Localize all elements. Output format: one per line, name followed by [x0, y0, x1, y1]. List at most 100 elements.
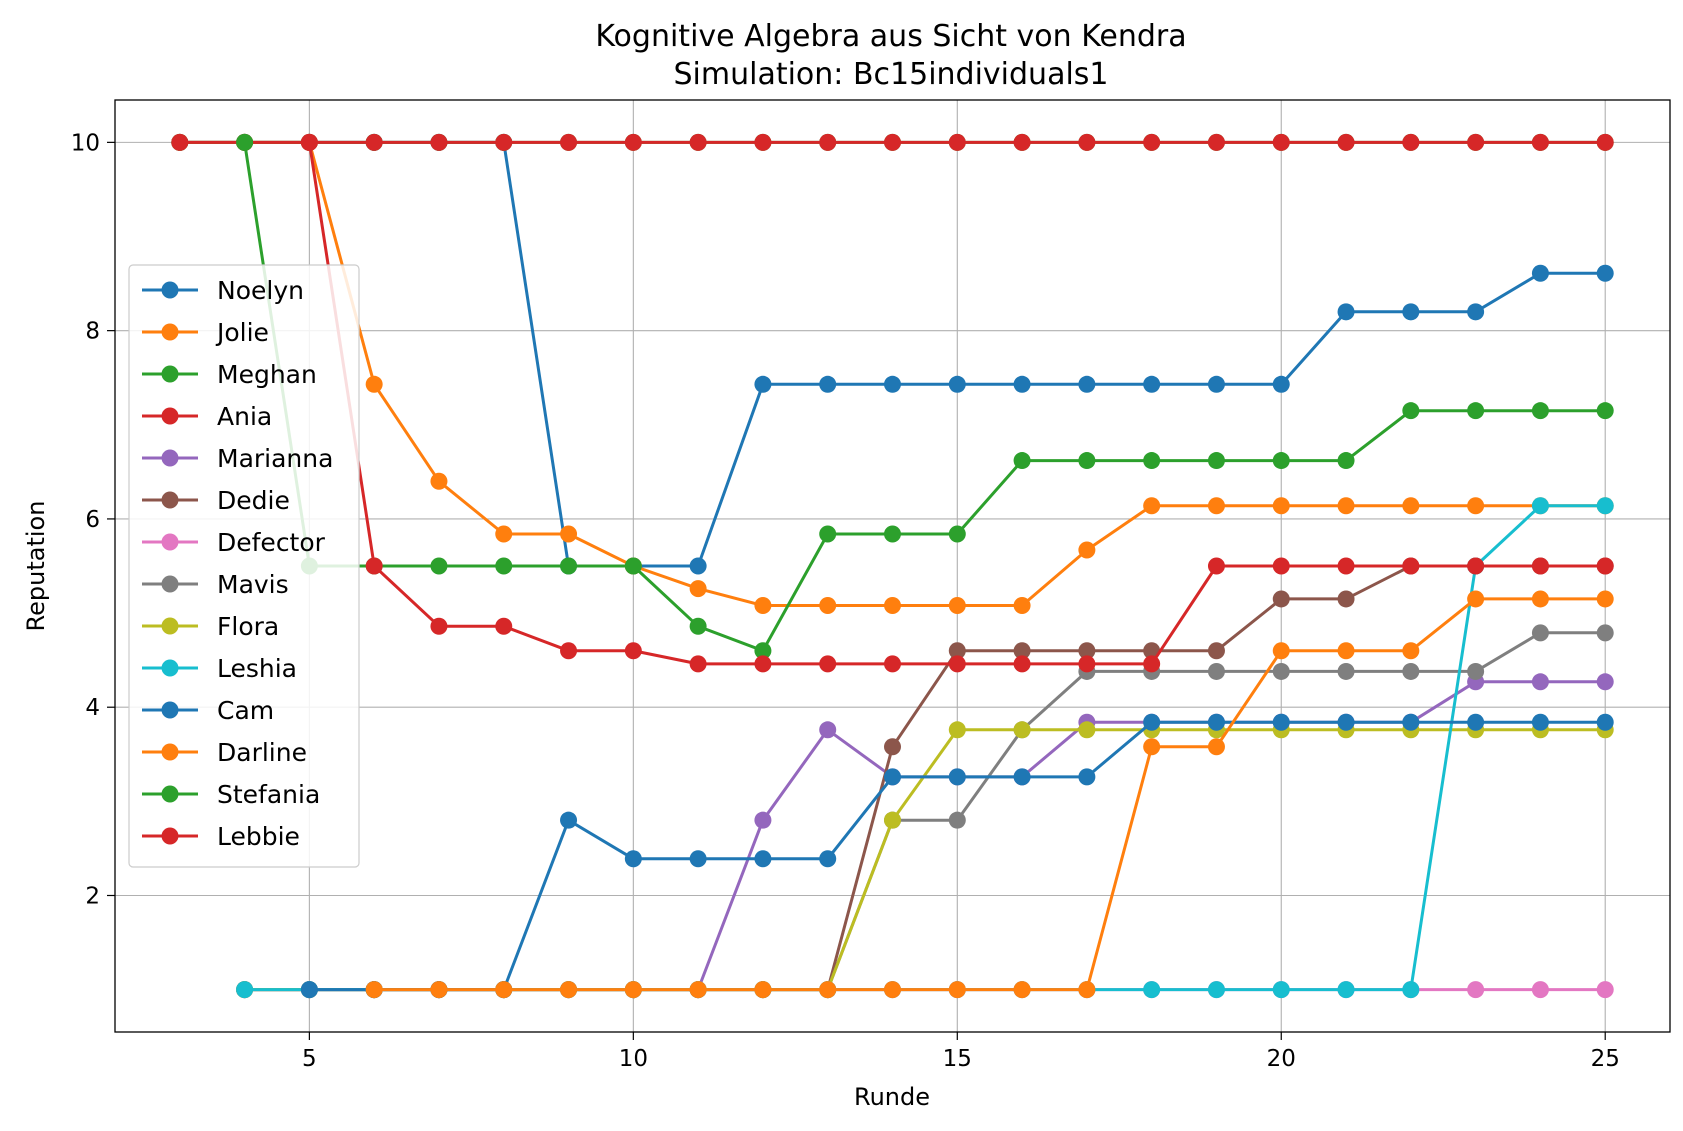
y-tick-label: 10 — [71, 130, 100, 156]
data-point-darline — [1402, 642, 1420, 660]
data-point-darline — [1337, 642, 1355, 660]
y-tick-label: 8 — [85, 319, 100, 345]
data-point-lebbie — [1143, 655, 1161, 673]
data-point-ania — [1013, 133, 1031, 151]
data-point-lebbie — [1467, 557, 1485, 575]
data-point-cam — [1272, 713, 1290, 731]
data-point-cam — [1467, 713, 1485, 731]
data-point-stefania — [1402, 402, 1420, 420]
legend-item: Defector — [142, 528, 326, 557]
data-point-lebbie — [1596, 557, 1614, 575]
data-point-ania — [1596, 133, 1614, 151]
data-point-jolie — [1013, 597, 1031, 615]
legend-item: Dedie — [142, 486, 290, 515]
data-point-stefania — [1207, 452, 1225, 470]
data-point-jolie — [1402, 497, 1420, 515]
data-point-jolie — [754, 597, 772, 615]
data-point-darline — [1143, 738, 1161, 756]
data-point-lebbie — [560, 642, 578, 660]
x-tick-label: 5 — [302, 1046, 317, 1072]
data-point-darline — [1272, 642, 1290, 660]
data-point-dedie — [1013, 642, 1031, 660]
data-point-marianna — [1596, 673, 1614, 691]
data-point-cam — [1402, 713, 1420, 731]
legend-item: Noelyn — [142, 276, 304, 305]
x-axis-label: Runde — [854, 1083, 930, 1111]
data-point-leshia — [1272, 981, 1290, 999]
data-point-stefania — [689, 617, 707, 635]
data-point-jolie — [1207, 497, 1225, 515]
data-point-darline — [1207, 738, 1225, 756]
data-point-leshia — [1207, 981, 1225, 999]
data-point-jolie — [689, 580, 707, 598]
data-point-lebbie — [624, 642, 642, 660]
data-point-cam — [560, 811, 578, 829]
series-line-darline — [374, 597, 1606, 992]
data-point-cam — [819, 850, 837, 868]
data-point-flora — [1078, 721, 1096, 739]
legend-label: Darline — [217, 738, 307, 767]
data-point-ania — [754, 133, 772, 151]
data-point-darline — [1596, 590, 1614, 608]
data-point-darline — [1078, 981, 1096, 999]
data-point-stefania — [884, 525, 901, 543]
data-point-darline — [1467, 590, 1485, 608]
data-point-cam — [1596, 713, 1614, 731]
legend-marker — [161, 785, 179, 803]
x-tick-label: 20 — [1267, 1046, 1296, 1072]
series-lebbie — [300, 133, 1614, 673]
data-point-cam — [624, 850, 642, 868]
plot-frame — [114, 99, 1671, 1033]
data-point-lebbie — [1337, 557, 1355, 575]
data-point-darline — [430, 981, 448, 999]
data-point-cam — [1078, 768, 1096, 786]
data-point-leshia — [1531, 497, 1549, 515]
data-point-dedie — [1078, 642, 1096, 660]
data-point-stefania — [754, 642, 772, 660]
legend-item: Ania — [142, 402, 272, 431]
data-point-stefania — [1078, 452, 1096, 470]
data-point-leshia — [1402, 981, 1420, 999]
data-point-jolie — [884, 597, 901, 615]
data-point-lebbie — [819, 655, 837, 673]
data-point-ania — [624, 133, 642, 151]
data-point-defector — [1467, 981, 1485, 999]
data-point-dedie — [1337, 590, 1355, 608]
data-point-mavis — [948, 811, 966, 829]
data-point-stefania — [1596, 402, 1614, 420]
legend-marker — [161, 323, 179, 341]
legend-label: Ania — [217, 402, 272, 431]
data-point-stefania — [560, 557, 578, 575]
data-point-ania — [1337, 133, 1355, 151]
data-point-flora — [1013, 721, 1031, 739]
data-point-ania — [819, 133, 837, 151]
data-point-lebbie — [1207, 557, 1225, 575]
data-point-noelyn — [1143, 375, 1161, 393]
data-point-stefania — [236, 133, 254, 151]
legend-marker — [161, 491, 179, 509]
data-point-mavis — [1272, 662, 1290, 680]
data-point-lebbie — [300, 133, 318, 151]
data-point-jolie — [819, 597, 837, 615]
x-tick-label: 10 — [619, 1046, 648, 1072]
series-darline — [365, 590, 1614, 999]
data-point-ania — [430, 133, 448, 151]
data-point-noelyn — [754, 375, 772, 393]
data-point-darline — [689, 981, 707, 999]
data-point-noelyn — [884, 375, 901, 393]
legend-label: Leshia — [217, 654, 297, 683]
data-point-darline — [884, 981, 901, 999]
legend-label: Defector — [217, 528, 326, 557]
legend-label: Jolie — [215, 318, 269, 347]
data-point-leshia — [1337, 981, 1355, 999]
data-point-jolie — [1143, 497, 1161, 515]
legend-item: Mavis — [142, 570, 289, 599]
legend-label: Marianna — [217, 444, 333, 473]
data-point-ania — [884, 133, 901, 151]
data-point-cam — [1531, 713, 1549, 731]
data-point-noelyn — [948, 375, 966, 393]
data-point-cam — [948, 768, 966, 786]
data-point-ania — [1207, 133, 1225, 151]
legend-label: Flora — [217, 612, 279, 641]
legend-item: Stefania — [142, 780, 320, 809]
